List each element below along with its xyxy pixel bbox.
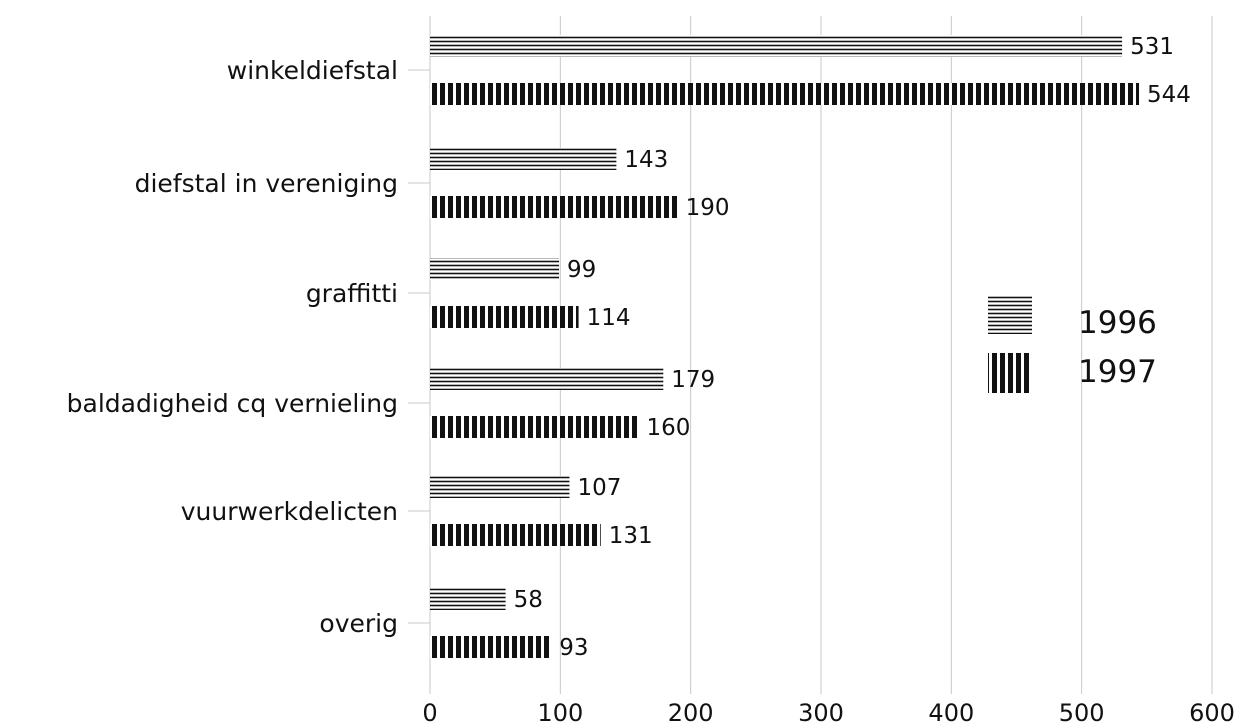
- bar-1997: [430, 636, 551, 658]
- value-label: 160: [647, 415, 691, 441]
- x-tick-label: 300: [798, 699, 844, 724]
- bar-1996: [430, 368, 663, 390]
- x-tick-label: 600: [1189, 699, 1235, 724]
- bar-1997: [430, 306, 579, 328]
- category-label: diefstal in vereniging: [135, 169, 398, 198]
- x-axis-ticks: 0 100 200 300 400 500 600: [422, 699, 1235, 724]
- bar-1997: [430, 83, 1139, 105]
- value-label: 93: [559, 635, 588, 661]
- value-label: 531: [1130, 34, 1174, 60]
- bar-1996: [430, 476, 569, 498]
- value-label: 179: [671, 367, 715, 393]
- value-label: 544: [1147, 82, 1191, 108]
- value-label: 190: [686, 195, 730, 221]
- value-labels: 531 544 143 190 99 114 179 160 107 131 58 93: [514, 34, 1191, 661]
- x-tick-label: 0: [422, 699, 437, 724]
- bar-1997: [430, 416, 639, 438]
- bar-1997: [430, 196, 678, 218]
- value-label: 131: [609, 523, 653, 549]
- category-label: graffitti: [306, 279, 398, 308]
- x-tick-label: 500: [1059, 699, 1105, 724]
- bar-1997: [430, 524, 601, 546]
- bar-1996: [430, 588, 506, 610]
- x-tick-label: 100: [537, 699, 583, 724]
- value-label: 58: [514, 587, 543, 613]
- legend-label-1997: 1997: [1078, 354, 1157, 390]
- x-tick-label: 400: [928, 699, 974, 724]
- bar-1996: [430, 258, 559, 280]
- category-label: vuurwerkdelicten: [181, 497, 398, 526]
- bars: [430, 35, 1139, 658]
- value-label: 99: [567, 257, 596, 283]
- legend-swatch-1996: [988, 296, 1032, 334]
- value-label: 107: [577, 475, 621, 501]
- bar-1996: [430, 148, 616, 170]
- value-label: 143: [624, 147, 668, 173]
- legend-label-1996: 1996: [1078, 305, 1157, 341]
- x-tick-label: 200: [668, 699, 714, 724]
- category-labels: winkeldiefstal diefstal in vereniging graf…: [67, 56, 398, 638]
- category-label: overig: [319, 609, 398, 638]
- value-label: 114: [587, 305, 631, 331]
- legend-swatch-1997: [988, 353, 1032, 393]
- category-label: winkeldiefstal: [227, 56, 398, 85]
- bar-1996: [430, 35, 1122, 57]
- legend: 1996 1997: [988, 296, 1157, 393]
- category-label: baldadigheid cq vernieling: [67, 389, 398, 418]
